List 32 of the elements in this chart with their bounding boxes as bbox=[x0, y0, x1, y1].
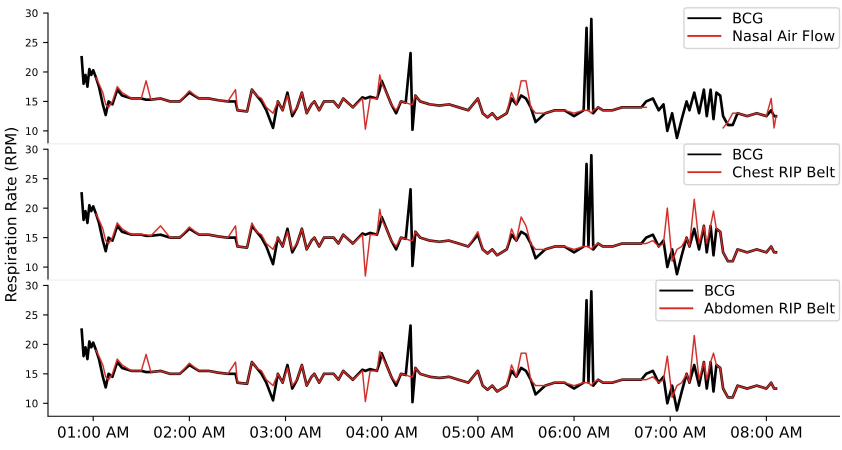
x-tick-label: 06:00 AM bbox=[538, 426, 609, 438]
y-tick-label: 10 bbox=[26, 263, 38, 272]
x-tick-label: 01:00 AM bbox=[58, 426, 128, 438]
y-tick-label: 15 bbox=[26, 370, 38, 378]
y-tick-label: 20 bbox=[26, 340, 38, 348]
legend-label: Abdomen RIP Belt bbox=[704, 302, 835, 314]
x-tick-label: 03:00 AM bbox=[250, 426, 320, 438]
y-tick-label: 15 bbox=[26, 234, 38, 242]
y-tick-label: 20 bbox=[26, 68, 38, 76]
y-tick-label: 30 bbox=[26, 282, 38, 290]
legend-label: BCG bbox=[705, 284, 734, 296]
y-axis-title: Respiration Rate (RPM) bbox=[4, 128, 20, 302]
y-tick-label: 20 bbox=[26, 204, 38, 212]
legend-label: Chest RIP Belt bbox=[732, 166, 835, 178]
y-tick-label: 30 bbox=[26, 9, 38, 18]
legend-label: BCG bbox=[734, 12, 762, 24]
y-tick-label: 10 bbox=[26, 400, 38, 408]
legend-label: Nasal Air Flow bbox=[734, 30, 834, 42]
y-tick-label: 25 bbox=[26, 311, 38, 320]
x-tick-label: 02:00 AM bbox=[154, 426, 224, 438]
y-tick-label: 30 bbox=[26, 145, 38, 154]
line-series bbox=[95, 198, 777, 277]
line-series bbox=[95, 334, 777, 402]
x-tick-label: 04:00 AM bbox=[346, 426, 416, 438]
y-tick-label: 25 bbox=[26, 174, 38, 183]
x-tick-label: 05:00 AM bbox=[442, 426, 513, 438]
y-tick-label: 15 bbox=[26, 98, 38, 106]
x-tick-label: 08:00 AM bbox=[731, 426, 802, 438]
legend-label: BCG bbox=[734, 148, 762, 160]
y-tick-label: 25 bbox=[26, 38, 38, 47]
y-tick-label: 10 bbox=[26, 127, 38, 135]
x-tick-label: 07:00 AM bbox=[634, 426, 705, 438]
